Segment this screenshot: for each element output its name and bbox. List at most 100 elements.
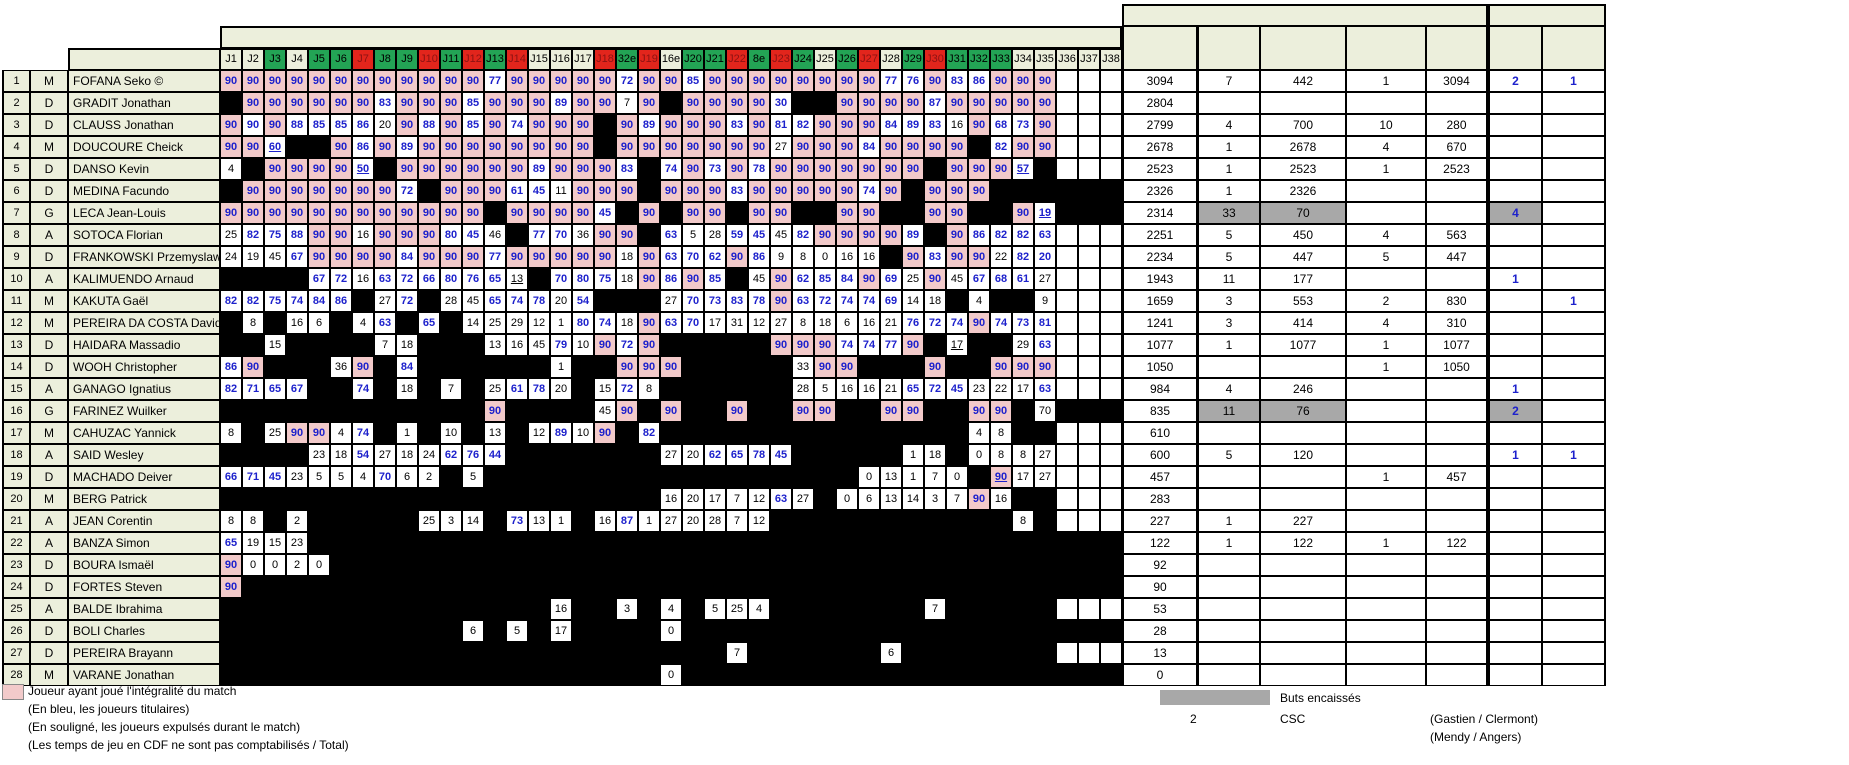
minutes-32e: 18 [616,246,638,268]
ligue1-ratio-passes [1426,664,1488,686]
minutes-J3 [264,510,286,532]
minutes-8e [748,422,770,444]
minutes-32e [616,466,638,488]
minutes-J23: 90 [770,70,792,92]
minutes-J28: 69 [880,290,902,312]
minutes-J36 [1056,356,1078,378]
minutes-J33: 90 [990,400,1012,422]
ligue1-passes-decisives: 1 [1346,158,1426,180]
player-position: D [30,246,68,268]
minutes-J6: 90 [330,70,352,92]
minutes-J8 [374,158,396,180]
minutes-J8 [374,356,396,378]
minutes-J31 [946,554,968,576]
minutes-J10 [418,642,440,664]
minutes-J25: 72 [814,290,836,312]
cdf-buts [1488,158,1542,180]
minutes-J18 [594,554,616,576]
minutes-J17 [572,598,594,620]
player-name: VARANE Jonathan [68,664,220,686]
minutes-J8 [374,422,396,444]
cdf-passes [1542,356,1606,378]
minutes-16e: 16 [660,488,682,510]
minutes-J9: 90 [396,202,418,224]
minutes-J26 [836,598,858,620]
minutes-J11 [440,642,462,664]
minutes-J16 [550,642,572,664]
minutes-J12 [462,642,484,664]
cdf-passes [1542,620,1606,642]
minutes-J4: 90 [286,70,308,92]
minutes-J30 [924,510,946,532]
minutes-J32: 0 [968,444,990,466]
minutes-J30: 72 [924,378,946,400]
minutes-J31 [946,422,968,444]
ratio-passes-header [1426,26,1488,70]
minutes-J24: 82 [792,224,814,246]
minutes-J6 [330,334,352,356]
minutes-J14 [506,642,528,664]
minutes-J2 [242,488,264,510]
minutes-8e [748,532,770,554]
matchday-header-J30: J30 [924,48,946,70]
minutes-J8: 20 [374,114,396,136]
minutes-J16: 89 [550,422,572,444]
row-number: 8 [2,224,30,246]
ligue1-passes-decisives: 1 [1346,532,1426,554]
minutes-J23: 63 [770,488,792,510]
minutes-J14: 90 [506,70,528,92]
minutes-J21: 90 [704,70,726,92]
minutes-J26 [836,400,858,422]
cdf-buts [1488,532,1542,554]
minutes-J37 [1078,620,1100,642]
minutes-J1: 90 [220,202,242,224]
minutes-J37 [1078,136,1100,158]
minutes-J28: 13 [880,488,902,510]
minutes-8e: 78 [748,290,770,312]
matchday-header-J26: J26 [836,48,858,70]
minutes-J38 [1100,620,1122,642]
minutes-J28: 84 [880,114,902,136]
ligue1-ratio-buts: 1077 [1260,334,1346,356]
matchday-header-J18: J18 [594,48,616,70]
minutes-J11 [440,664,462,686]
ligue1-buts: 1 [1198,136,1260,158]
cdf-buts [1488,92,1542,114]
minutes-J35: 27 [1034,444,1056,466]
minutes-J27: 6 [858,488,880,510]
minutes-J5: 90 [308,202,330,224]
total-minutes: 1241 [1122,312,1198,334]
minutes-J34 [1012,664,1034,686]
ligue1-ratio-passes: 830 [1426,290,1488,312]
legend-line-1: Joueur ayant joué l'intégralité du match [28,684,237,698]
minutes-J3 [264,576,286,598]
minutes-J1: 90 [220,114,242,136]
minutes-J31 [946,444,968,466]
ligue1-buts: 3 [1198,312,1260,334]
ligue1-buts [1198,554,1260,576]
minutes-J5 [308,378,330,400]
minutes-J21: 90 [704,180,726,202]
minutes-J18: 45 [594,400,616,422]
minutes-J10: 2 [418,466,440,488]
minutes-J34: 73 [1012,114,1034,136]
minutes-J38 [1100,334,1122,356]
minutes-32e: 90 [616,114,638,136]
minutes-J20: 85 [682,70,704,92]
ligue1-buts [1198,92,1260,114]
minutes-J29: 89 [902,114,924,136]
minutes-J23 [770,510,792,532]
ligue1-buts: 1 [1198,158,1260,180]
player-position: D [30,356,68,378]
ligue1-ratio-buts [1260,620,1346,642]
player-name: JEAN Corentin [68,510,220,532]
minutes-J36 [1056,510,1078,532]
minutes-J24 [792,598,814,620]
matchday-header-J19: J19 [638,48,660,70]
ligue1-buts [1198,422,1260,444]
minutes-J32: 90 [968,312,990,334]
minutes-J27: 90 [858,202,880,224]
minutes-J31: 45 [946,268,968,290]
minutes-J12 [462,356,484,378]
total-minutes: 2799 [1122,114,1198,136]
